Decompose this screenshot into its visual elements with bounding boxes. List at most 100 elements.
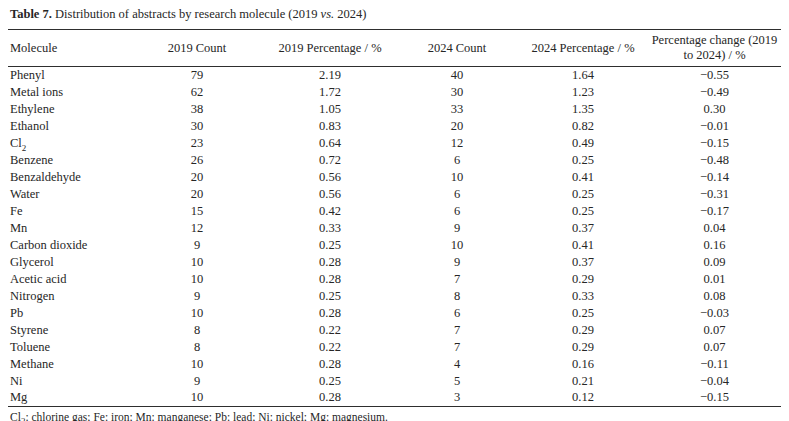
cell-2019-count: 20: [130, 169, 264, 186]
cell-2024-count: 3: [396, 390, 518, 407]
table-header: Molecule 2019 Count 2019 Percentage / % …: [8, 30, 781, 67]
cell-percentage-change: −0.03: [648, 305, 781, 322]
header-molecule: Molecule: [8, 30, 130, 67]
cell-2024-percentage: 0.29: [518, 322, 648, 339]
cell-2024-count: 8: [396, 288, 518, 305]
cell-2019-count: 10: [130, 305, 264, 322]
cell-2019-count: 9: [130, 237, 264, 254]
table-row: Phenyl792.19401.64−0.55: [8, 67, 781, 84]
cell-2019-count: 10: [130, 254, 264, 271]
cell-2024-percentage: 0.25: [518, 152, 648, 169]
paper-table-page: Table 7. Distribution of abstracts by re…: [0, 0, 789, 421]
table-row: Acetic acid100.2870.290.01: [8, 271, 781, 288]
cell-2019-percentage: 0.28: [264, 254, 396, 271]
cell-2019-percentage: 0.42: [264, 203, 396, 220]
cell-2024-count: 9: [396, 220, 518, 237]
cell-2019-count: 23: [130, 135, 264, 152]
cell-2024-count: 4: [396, 356, 518, 373]
cell-2019-percentage: 0.28: [264, 356, 396, 373]
cell-2019-count: 10: [130, 356, 264, 373]
footnote-pre: Cl: [10, 411, 21, 421]
cell-molecule: Glycerol: [8, 254, 130, 271]
cell-2019-percentage: 0.22: [264, 322, 396, 339]
cell-2019-percentage: 1.05: [264, 101, 396, 118]
table-row: Carbon dioxide90.25100.410.16: [8, 237, 781, 254]
table-row: Ni90.2550.21−0.04: [8, 373, 781, 390]
cell-2024-percentage: 1.64: [518, 67, 648, 84]
cell-2024-count: 7: [396, 339, 518, 356]
cell-percentage-change: 0.08: [648, 288, 781, 305]
cell-2019-percentage: 0.83: [264, 118, 396, 135]
cell-percentage-change: 0.07: [648, 339, 781, 356]
cell-2024-percentage: 0.37: [518, 220, 648, 237]
cell-2019-count: 9: [130, 373, 264, 390]
table-row: Ethanol300.83200.82−0.01: [8, 118, 781, 135]
cell-2019-count: 62: [130, 84, 264, 101]
table-row: Benzene260.7260.25−0.48: [8, 152, 781, 169]
cell-2019-percentage: 1.72: [264, 84, 396, 101]
table-row: Mn120.3390.370.04: [8, 220, 781, 237]
cell-2019-count: 12: [130, 220, 264, 237]
table-row: Mg100.2830.12−0.15: [8, 390, 781, 407]
table-row: Methane100.2840.16−0.11: [8, 356, 781, 373]
table-row: Toluene80.2270.290.07: [8, 339, 781, 356]
cell-2024-count: 12: [396, 135, 518, 152]
cell-molecule: Fe: [8, 203, 130, 220]
cell-molecule: Carbon dioxide: [8, 237, 130, 254]
cell-2019-count: 26: [130, 152, 264, 169]
cell-percentage-change: 0.30: [648, 101, 781, 118]
cell-2024-percentage: 0.25: [518, 186, 648, 203]
cell-2019-count: 79: [130, 67, 264, 84]
cell-2019-percentage: 0.28: [264, 390, 396, 407]
cell-2024-percentage: 0.16: [518, 356, 648, 373]
table-row: Benzaldehyde200.56100.41−0.14: [8, 169, 781, 186]
cell-2019-percentage: 0.72: [264, 152, 396, 169]
cell-2024-count: 10: [396, 169, 518, 186]
cell-2024-count: 5: [396, 373, 518, 390]
cell-2019-count: 30: [130, 118, 264, 135]
data-table: Molecule 2019 Count 2019 Percentage / % …: [8, 29, 781, 407]
cell-percentage-change: −0.17: [648, 203, 781, 220]
cell-molecule: Acetic acid: [8, 271, 130, 288]
cell-2019-count: 10: [130, 271, 264, 288]
cell-percentage-change: −0.49: [648, 84, 781, 101]
cell-2024-percentage: 0.41: [518, 169, 648, 186]
cell-2019-percentage: 0.25: [264, 237, 396, 254]
cell-2019-count: 38: [130, 101, 264, 118]
cell-2024-percentage: 0.37: [518, 254, 648, 271]
cell-percentage-change: −0.11: [648, 356, 781, 373]
cell-2019-percentage: 0.64: [264, 135, 396, 152]
cell-2024-percentage: 0.33: [518, 288, 648, 305]
cell-2019-percentage: 0.28: [264, 271, 396, 288]
cell-2024-count: 6: [396, 186, 518, 203]
table-row: Styrene80.2270.290.07: [8, 322, 781, 339]
cell-2019-percentage: 0.25: [264, 373, 396, 390]
cell-percentage-change: 0.16: [648, 237, 781, 254]
cell-2024-count: 9: [396, 254, 518, 271]
table-row: Fe150.4260.25−0.17: [8, 203, 781, 220]
cell-percentage-change: −0.01: [648, 118, 781, 135]
cell-molecule: Methane: [8, 356, 130, 373]
cell-molecule: Ethylene: [8, 101, 130, 118]
table-caption-text: Distribution of abstracts by research mo…: [52, 7, 321, 21]
cell-2024-percentage: 1.35: [518, 101, 648, 118]
cell-percentage-change: −0.14: [648, 169, 781, 186]
cell-2024-percentage: 0.25: [518, 305, 648, 322]
cell-molecule: Benzaldehyde: [8, 169, 130, 186]
table-caption-label: Table 7.: [10, 7, 52, 21]
cell-molecule: Cl2: [8, 135, 130, 152]
cell-molecule: Pb: [8, 305, 130, 322]
cell-percentage-change: −0.15: [648, 135, 781, 152]
table-caption-vs: vs.: [321, 7, 335, 21]
cell-2024-percentage: 0.82: [518, 118, 648, 135]
cell-percentage-change: −0.31: [648, 186, 781, 203]
cell-percentage-change: 0.07: [648, 322, 781, 339]
cell-2019-percentage: 2.19: [264, 67, 396, 84]
footnote-post: : chlorine gas; Fe: iron; Mn: manganese;…: [25, 411, 388, 421]
cell-molecule: Phenyl: [8, 67, 130, 84]
table-row: Ethylene381.05331.350.30: [8, 101, 781, 118]
cell-2024-count: 40: [396, 67, 518, 84]
cell-2024-percentage: 0.12: [518, 390, 648, 407]
table-caption-suffix: 2024): [334, 7, 366, 21]
cell-molecule: Ni: [8, 373, 130, 390]
